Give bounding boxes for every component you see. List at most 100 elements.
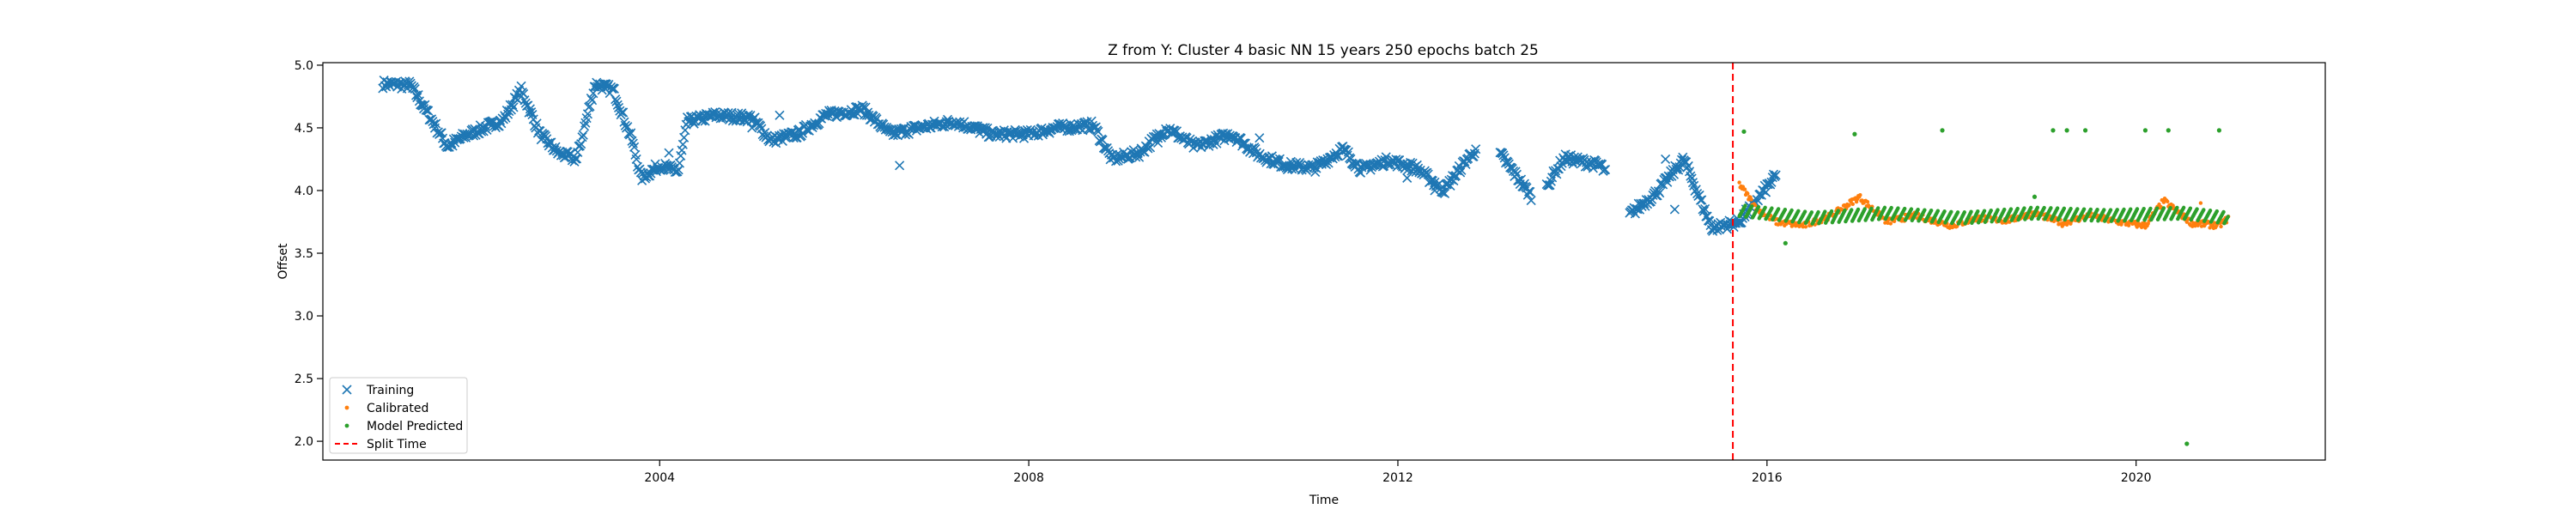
calibrated-point xyxy=(1801,225,1805,229)
calibrated-point xyxy=(1847,203,1851,208)
x-axis: 2004 2008 2012 2016 2020 xyxy=(644,460,2152,485)
y-axis: 2.0 2.5 3.0 3.5 4.0 4.5 5.0 xyxy=(295,59,323,449)
training-point xyxy=(1274,154,1285,164)
y-tick-label: 5.0 xyxy=(295,59,313,73)
model-predicted-point xyxy=(2015,206,2020,211)
model-predicted-point xyxy=(1929,209,1934,213)
y-axis-label: Offset xyxy=(276,243,290,280)
model-predicted-point xyxy=(1756,204,1761,209)
model-predicted-point xyxy=(2062,206,2067,211)
model-predicted-point xyxy=(2055,206,2060,210)
training-point xyxy=(1765,179,1776,190)
model-predicted-point xyxy=(1741,129,1747,134)
training-point xyxy=(631,154,641,165)
calibrated-point xyxy=(2190,224,2195,228)
training-point xyxy=(896,124,906,134)
training-point xyxy=(611,96,622,106)
model-predicted-point xyxy=(1770,206,1774,210)
training-point xyxy=(1093,126,1103,136)
calibrated-point xyxy=(1883,221,1887,225)
calibrated-point xyxy=(1737,180,1741,185)
training-point xyxy=(1771,170,1781,180)
model-predicted-point xyxy=(1876,206,1880,210)
model-predicted-point xyxy=(1829,209,1834,214)
model-predicted-point xyxy=(2035,205,2040,210)
model-predicted-point xyxy=(2166,128,2171,133)
model-predicted-point xyxy=(1976,209,1980,214)
model-predicted-point xyxy=(1796,209,1801,213)
calibrated-point xyxy=(2119,222,2123,227)
training-point xyxy=(1212,138,1222,148)
chart-title: Z from Y: Cluster 4 basic NN 15 years 25… xyxy=(1108,42,1539,59)
training-point xyxy=(1456,165,1467,175)
training-point xyxy=(1152,137,1163,148)
model-predicted-point xyxy=(2175,205,2179,210)
legend-marker-model-predicted xyxy=(344,423,349,428)
training-point xyxy=(1439,188,1450,198)
training-point xyxy=(1468,151,1479,161)
model-predicted-point xyxy=(2208,209,2213,213)
model-predicted-point xyxy=(2081,207,2087,211)
model-predicted-point xyxy=(2161,206,2166,210)
model-predicted-point xyxy=(1776,207,1781,211)
model-predicted-point xyxy=(1850,208,1854,212)
training-point xyxy=(1687,178,1698,188)
model-predicted-point xyxy=(1962,210,1967,215)
training-point xyxy=(508,102,519,112)
training-point xyxy=(579,121,590,131)
model-predicted-point xyxy=(2082,128,2088,133)
model-predicted-point xyxy=(1942,209,1947,214)
training-point xyxy=(617,107,627,118)
model-predicted-point xyxy=(2142,207,2146,211)
model-predicted-point xyxy=(2188,206,2193,210)
model-predicted-point xyxy=(1909,207,1914,211)
model-predicted-point xyxy=(2108,208,2113,212)
legend: Training Calibrated Model Predicted Split T… xyxy=(329,377,468,454)
model-predicted-point xyxy=(2202,208,2206,212)
model-predicted-point xyxy=(2102,208,2106,212)
model-predicted-point xyxy=(1896,206,1900,210)
model-predicted-point xyxy=(1783,240,1788,245)
model-predicted-point xyxy=(2022,206,2026,210)
model-predicted-point xyxy=(2195,207,2199,211)
training-point xyxy=(618,107,629,118)
model-predicted-point xyxy=(1743,203,1747,208)
model-predicted-point xyxy=(2075,207,2080,211)
calibrated-point xyxy=(2199,224,2204,228)
x-tick-label: 2004 xyxy=(644,471,675,485)
legend-marker-training xyxy=(342,385,352,395)
x-tick-label: 2012 xyxy=(1382,471,1413,485)
model-predicted-point xyxy=(2008,207,2014,211)
model-predicted-point xyxy=(1940,128,1945,133)
model-predicted-point xyxy=(2129,207,2133,211)
training-point xyxy=(1498,150,1509,161)
training-point xyxy=(609,83,619,94)
training-point xyxy=(526,107,537,118)
training-point xyxy=(756,121,766,131)
training-point xyxy=(1545,179,1555,191)
training-point xyxy=(410,90,422,100)
training-point xyxy=(1600,165,1611,175)
model-predicted-point xyxy=(1902,206,1907,211)
model-predicted-point xyxy=(1809,210,1814,215)
model-predicted-point xyxy=(1852,131,1857,136)
calibrated-point xyxy=(2166,199,2170,204)
model-predicted-point xyxy=(2142,128,2148,133)
model-predicted-point xyxy=(2002,207,2007,212)
training-point xyxy=(1255,133,1265,143)
training-series xyxy=(378,76,1781,236)
training-point xyxy=(597,85,607,95)
training-point xyxy=(645,171,655,181)
training-point xyxy=(680,125,690,136)
calibrated-point xyxy=(1888,221,1893,226)
calibrated-point xyxy=(1753,203,1758,208)
model-predicted-point xyxy=(1856,207,1861,212)
training-point xyxy=(525,104,535,114)
model-predicted-point xyxy=(1889,205,1893,210)
training-point xyxy=(1102,142,1112,154)
training-point xyxy=(1430,185,1440,196)
model-predicted-point xyxy=(1955,210,1960,215)
legend-label: Model Predicted xyxy=(367,420,463,433)
model-predicted-series xyxy=(1737,128,2230,446)
y-tick-label: 2.5 xyxy=(295,373,313,386)
